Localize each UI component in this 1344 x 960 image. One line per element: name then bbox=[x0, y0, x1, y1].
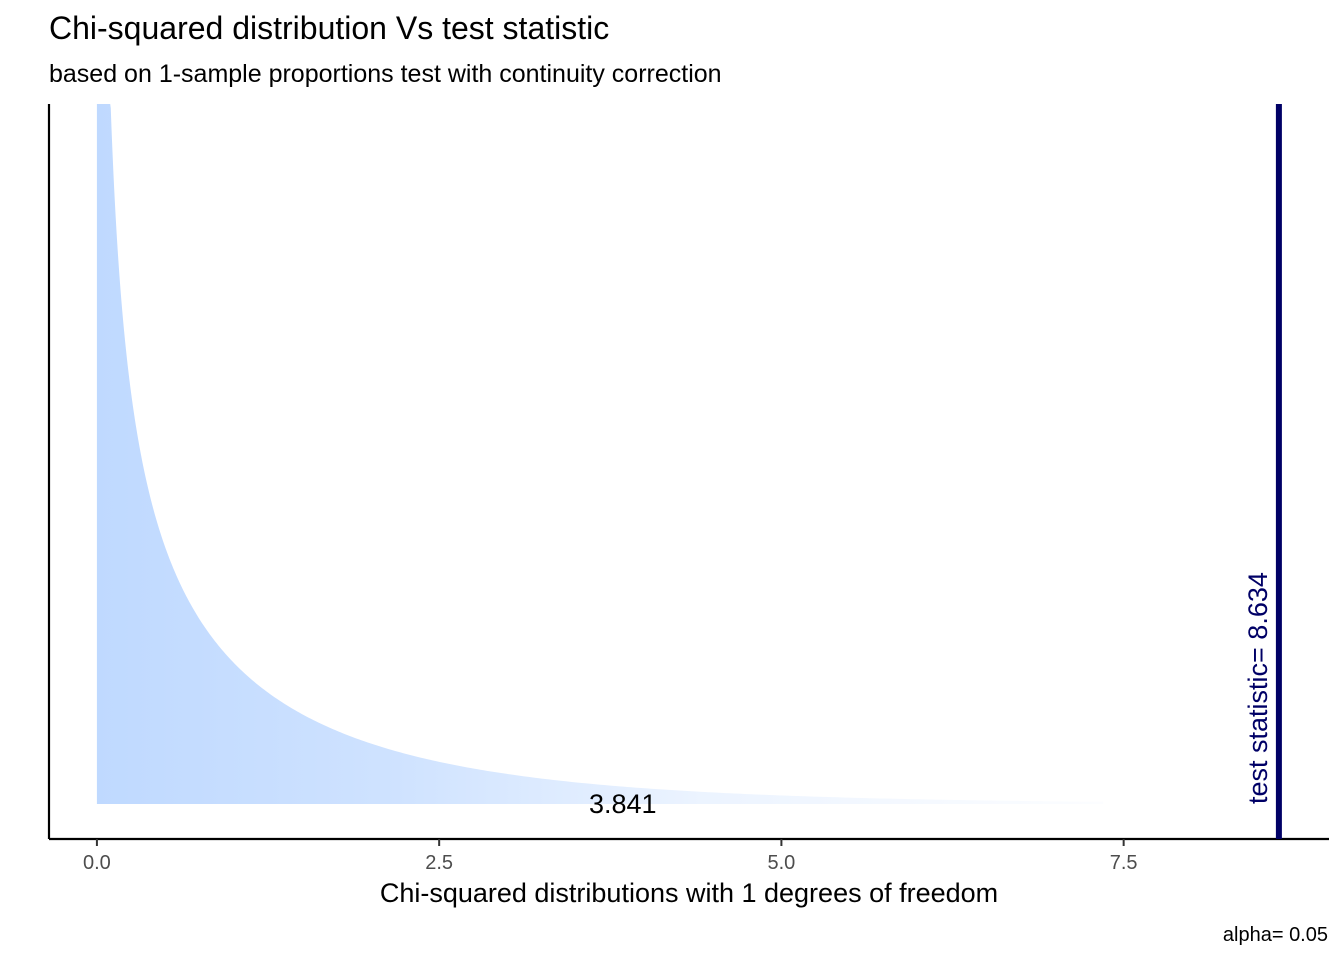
x-tick-label: 7.5 bbox=[1110, 852, 1138, 874]
x-ticks: 0.0 2.5 5.0 7.5 bbox=[83, 839, 1138, 874]
test-statistic-label: test statistic= 8.634 bbox=[1243, 572, 1273, 804]
x-tick-label: 5.0 bbox=[768, 852, 796, 874]
density-layer bbox=[96, 104, 1104, 804]
critical-value-label: 3.841 bbox=[589, 789, 657, 819]
chart-subtitle: based on 1-sample proportions test with … bbox=[49, 60, 722, 88]
x-axis-title: Chi-squared distributions with 1 degrees… bbox=[380, 878, 998, 908]
x-tick-label: 2.5 bbox=[425, 852, 453, 874]
chart-title: Chi-squared distribution Vs test statist… bbox=[49, 10, 609, 46]
chart-caption: alpha= 0.05 bbox=[1223, 924, 1328, 946]
x-tick-label: 0.0 bbox=[83, 852, 111, 874]
density-area bbox=[96, 104, 1104, 804]
plot-area: 0.0 2.5 5.0 7.5 test statistic= 8.634 3.841 bbox=[47, 104, 1329, 874]
